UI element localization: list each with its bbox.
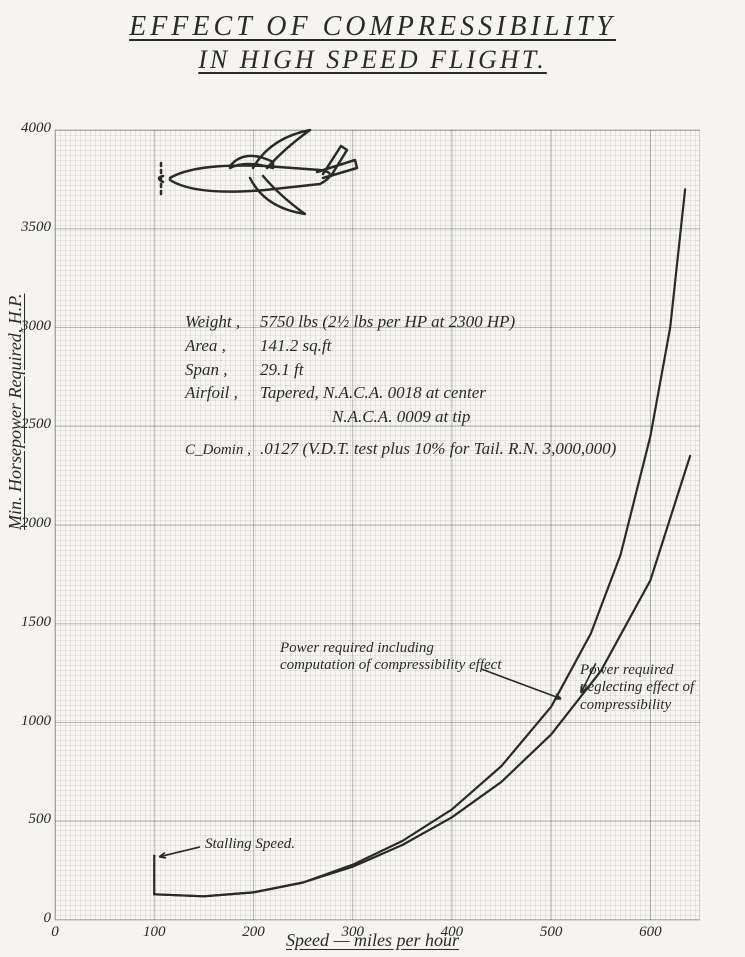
spec-area-value: 141.2 sq.ft [260, 336, 331, 355]
spec-span-value: 29.1 ft [260, 360, 303, 379]
y-tick: 1000 [3, 713, 51, 730]
y-tick: 1500 [3, 614, 51, 631]
annotation-nocomp: Power required neglecting effect of comp… [580, 662, 730, 714]
spec-area-label: Area , [185, 334, 260, 358]
y-tick: 500 [3, 811, 51, 828]
y-tick: 2000 [3, 515, 51, 532]
x-tick: 300 [333, 924, 373, 941]
spec-cdomin-label: C_Domin , [185, 440, 260, 461]
y-tick: 3000 [3, 318, 51, 335]
x-tick: 400 [432, 924, 472, 941]
y-tick: 4000 [3, 120, 51, 137]
spec-airfoil-value-2: N.A.C.A. 0009 at tip [332, 407, 470, 426]
spec-weight-value: 5750 lbs (2½ lbs per HP at 2300 HP) [260, 312, 515, 331]
y-tick: 2500 [3, 416, 51, 433]
spec-weight-label: Weight , [185, 310, 260, 334]
annotation-stall: Stalling Speed. [205, 836, 295, 853]
airplane-icon [145, 118, 375, 228]
spec-span-label: Span , [185, 358, 260, 382]
title-line-1: EFFECT OF COMPRESSIBILITY [0, 10, 745, 44]
x-tick: 0 [35, 924, 75, 941]
annotation-comp: Power required including computation of … [280, 640, 510, 675]
x-tick: 600 [630, 924, 670, 941]
spec-block: Weight ,5750 lbs (2½ lbs per HP at 2300 … [185, 310, 616, 461]
y-tick: 3500 [3, 219, 51, 236]
x-tick: 200 [233, 924, 273, 941]
plot-area [55, 130, 700, 920]
title-line-2: IN HIGH SPEED FLIGHT. [0, 44, 745, 75]
x-tick: 100 [134, 924, 174, 941]
spec-airfoil-value-1: Tapered, N.A.C.A. 0018 at center [260, 383, 486, 402]
spec-airfoil-label: Airfoil , [185, 381, 260, 405]
x-tick: 500 [531, 924, 571, 941]
page-title: EFFECT OF COMPRESSIBILITY IN HIGH SPEED … [0, 10, 745, 75]
spec-cdomin-value: .0127 (V.D.T. test plus 10% for Tail. R.… [260, 439, 616, 458]
chart-svg [55, 130, 700, 920]
